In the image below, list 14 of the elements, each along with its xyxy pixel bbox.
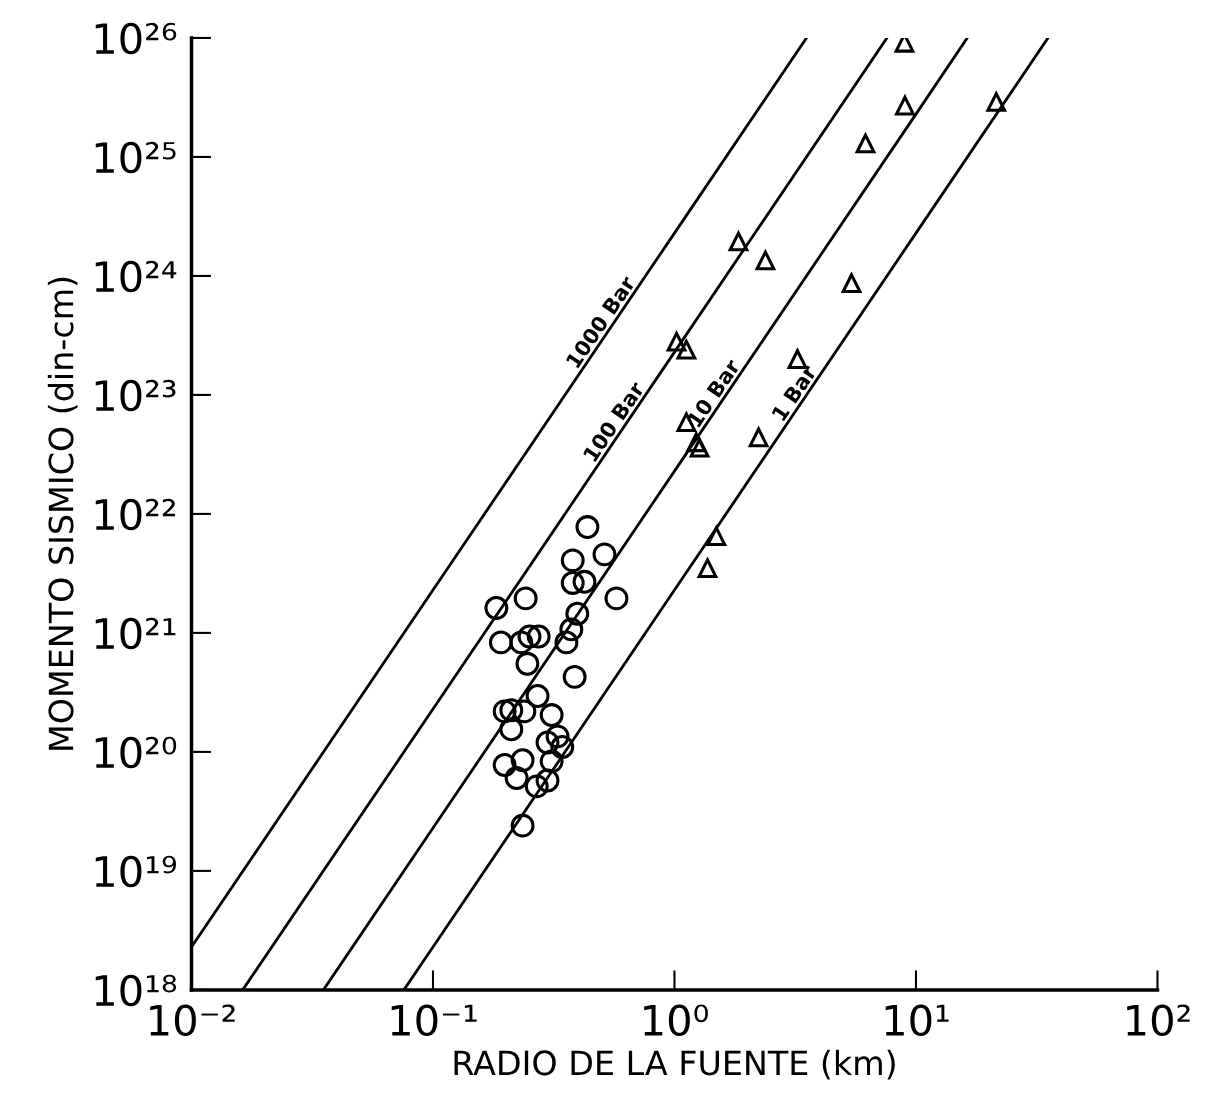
y-tick-label: 10²⁴ — [95, 260, 177, 293]
y-tick-label: 10²¹ — [95, 617, 176, 650]
x-tick-label: 10² — [1127, 1004, 1190, 1037]
y-tick-label: 10¹⁹ — [95, 855, 177, 888]
y-tick-label: 10²⁶ — [95, 22, 177, 55]
x-tick-label: 10⁰ — [644, 1004, 708, 1037]
y-tick-label: 10²² — [95, 498, 175, 531]
x-tick-label: 10⁻¹ — [391, 1004, 477, 1037]
y-tick-label: 10²⁵ — [95, 141, 176, 174]
x-tick-label: 10¹ — [885, 1004, 949, 1037]
y-axis-title: MOMENTO SISMICO (din-cm) — [47, 277, 78, 750]
y-tick-label: 10²³ — [95, 379, 176, 412]
y-tick-label: 10²⁰ — [95, 736, 177, 769]
x-axis-title: RADIO DE LA FUENTE (km) — [454, 1049, 895, 1080]
